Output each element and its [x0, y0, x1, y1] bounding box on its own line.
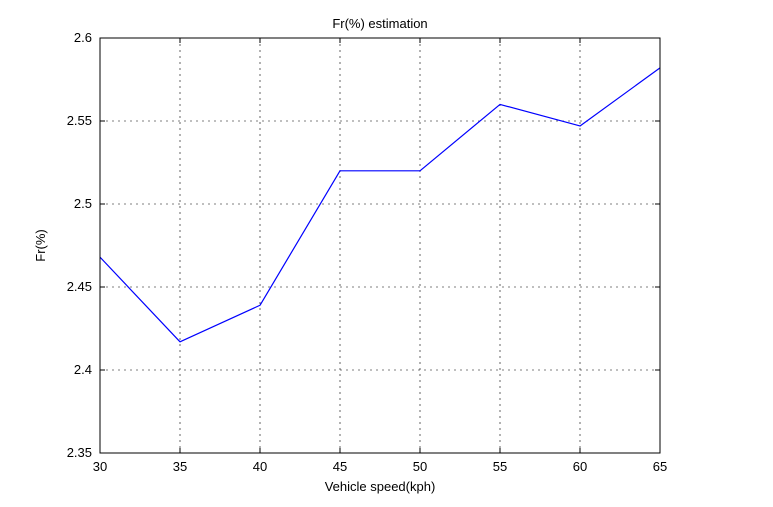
chart-title: Fr(%) estimation	[332, 16, 427, 31]
xtick-label: 30	[93, 459, 107, 474]
xtick-label: 65	[653, 459, 667, 474]
ytick-label: 2.5	[74, 196, 92, 211]
line-chart: 30 35 40 45 50 55 60 65 2.35 2.4 2.45 2.5 2.55 2.6 Fr(…	[0, 0, 773, 507]
xtick-label: 55	[493, 459, 507, 474]
ytick-label: 2.45	[67, 279, 92, 294]
xtick-label: 50	[413, 459, 427, 474]
ytick-label: 2.6	[74, 30, 92, 45]
xtick-label: 35	[173, 459, 187, 474]
xtick-label: 40	[253, 459, 267, 474]
ytick-label: 2.55	[67, 113, 92, 128]
plot-area	[100, 38, 660, 453]
ytick-label: 2.35	[67, 445, 92, 460]
ytick-label: 2.4	[74, 362, 92, 377]
xtick-label: 45	[333, 459, 347, 474]
x-axis-label: Vehicle speed(kph)	[325, 479, 436, 494]
y-axis-label: Fr(%)	[33, 229, 48, 262]
xtick-label: 60	[573, 459, 587, 474]
chart-container: 30 35 40 45 50 55 60 65 2.35 2.4 2.45 2.5 2.55 2.6 Fr(…	[0, 0, 773, 507]
